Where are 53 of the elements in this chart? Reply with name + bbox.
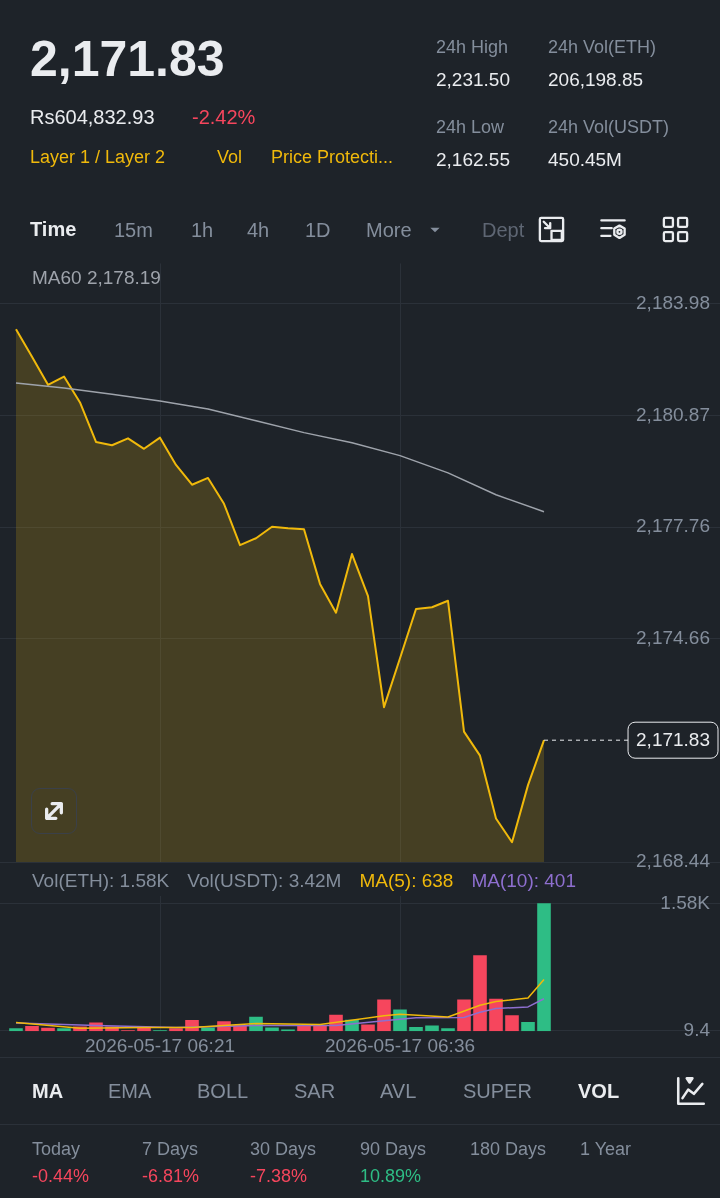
y-tick-label: 2,183.98 bbox=[636, 291, 710, 313]
text: SAR bbox=[294, 1080, 336, 1103]
y-tick-label: 9.4 bbox=[683, 1018, 711, 1040]
y-tick-label: 2,177.76 bbox=[636, 515, 710, 537]
text: 1h bbox=[191, 219, 214, 242]
text: 24h High bbox=[436, 37, 509, 58]
text: 2,171.83 bbox=[30, 30, 225, 88]
text: 10.89% bbox=[360, 1166, 422, 1187]
text: -6.81% bbox=[142, 1166, 200, 1187]
text: AVL bbox=[380, 1080, 417, 1103]
text: EMA bbox=[108, 1080, 152, 1103]
text: 24h Vol(USDT) bbox=[548, 117, 670, 138]
text: 450.45M bbox=[548, 149, 622, 171]
text: 30 Days bbox=[250, 1139, 317, 1160]
text: 2,162.55 bbox=[436, 149, 510, 171]
text: MA(5): 638 bbox=[359, 870, 454, 892]
text: MA(10): 401 bbox=[471, 870, 576, 892]
x-tick-label: 2026-05-17 06:21 bbox=[84, 1034, 236, 1056]
text: BOLL bbox=[197, 1080, 249, 1103]
text: 24h Low bbox=[436, 117, 505, 138]
text: 24h Vol(ETH) bbox=[548, 37, 657, 58]
text: VOL bbox=[578, 1080, 620, 1103]
text: -2.42% bbox=[192, 106, 256, 129]
text: 7 Days bbox=[142, 1139, 199, 1160]
text: 90 Days bbox=[360, 1139, 427, 1160]
text: 15m bbox=[114, 219, 153, 242]
text: 1D bbox=[305, 219, 331, 242]
text: 2,231.50 bbox=[436, 69, 510, 91]
text: Price Protecti... bbox=[271, 147, 394, 168]
text: Today bbox=[32, 1139, 81, 1160]
y-tick-label: 2,168.44 bbox=[636, 850, 711, 872]
text: 4h bbox=[247, 219, 270, 242]
y-tick-label: 1.58K bbox=[660, 891, 711, 913]
text: -0.44% bbox=[32, 1166, 90, 1187]
x-tick-label: 2026-05-17 06:36 bbox=[324, 1034, 476, 1056]
text: Vol(ETH): 1.58K bbox=[32, 870, 170, 892]
text: MA60 2,178.19 bbox=[32, 267, 161, 289]
text: SUPER bbox=[463, 1080, 532, 1103]
text: Time bbox=[30, 218, 77, 241]
y-tick-label: 2,180.87 bbox=[636, 403, 710, 425]
text: Dept bbox=[482, 219, 525, 242]
y-tick-label: 2,174.66 bbox=[636, 626, 710, 648]
text: -7.38% bbox=[250, 1166, 308, 1187]
text: Rs604,832.93 bbox=[30, 106, 155, 129]
text: Vol bbox=[217, 147, 243, 168]
ref-line-label: 2,171.83 bbox=[636, 729, 710, 751]
text: Layer 1 / Layer 2 bbox=[30, 147, 166, 168]
text: MA bbox=[32, 1080, 64, 1103]
text: 180 Days bbox=[470, 1139, 547, 1160]
text: Vol(USDT): 3.42M bbox=[187, 870, 342, 892]
text: 1 Year bbox=[580, 1139, 632, 1160]
text: 206,198.85 bbox=[548, 69, 644, 91]
text: More bbox=[366, 219, 412, 242]
